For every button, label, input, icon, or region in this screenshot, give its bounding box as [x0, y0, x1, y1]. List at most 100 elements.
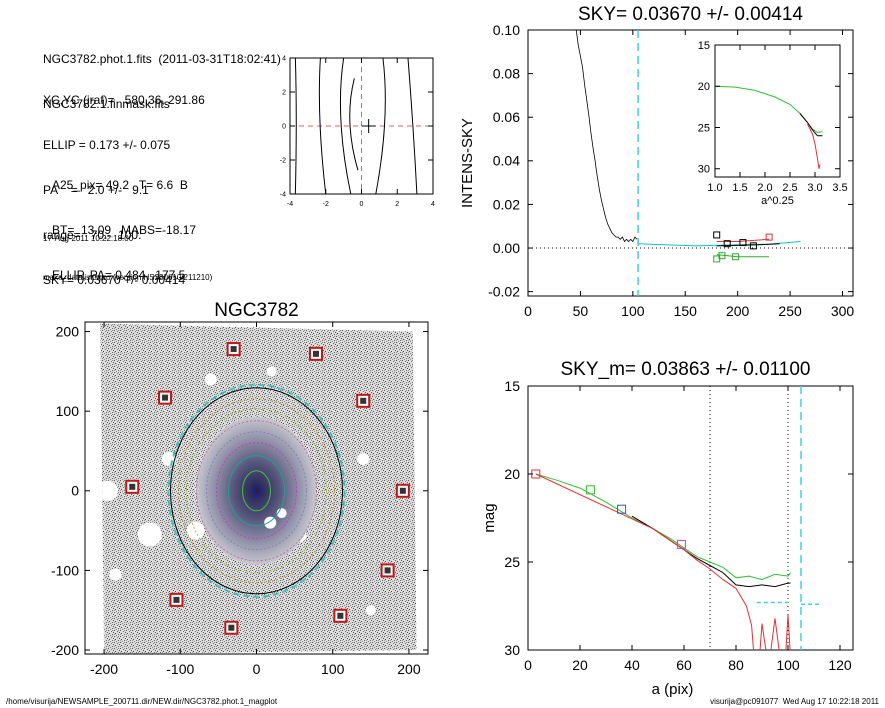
isophote-ellipse	[170, 387, 343, 595]
profile-xtick-label: 100	[621, 303, 645, 319]
profile-title: SKY= 0.03670 +/- 0.00414	[578, 4, 803, 25]
star-core	[162, 394, 169, 401]
mag-xtick-label: 40	[624, 657, 640, 673]
inset-xtick-label: 2.5	[782, 182, 797, 194]
inset-series-line	[714, 85, 823, 134]
inset-ytick-label: 25	[698, 122, 710, 134]
profile-xtick-label: 50	[573, 303, 589, 319]
image-xtick-label: 200	[397, 661, 421, 677]
inset-xlabel: a^0.25	[761, 195, 794, 207]
isophote-ellipse	[242, 470, 271, 512]
inset-ytick-label: 15	[698, 40, 710, 52]
image-xtick-label: 0	[253, 661, 261, 677]
masked-region	[357, 452, 370, 465]
masked-region	[100, 480, 118, 501]
image-ytick-label: 100	[56, 403, 80, 419]
inset-ytick-label: 20	[698, 81, 710, 93]
range-text: range= 70.- 100.	[43, 228, 142, 242]
date-text: 17-Aug-2011 10:22:18.00	[43, 234, 134, 243]
star-core	[228, 624, 235, 631]
sky-marker	[713, 231, 721, 239]
inset-plot-frame	[714, 44, 841, 178]
sky-series-line	[716, 243, 780, 247]
profile-xtick-label: 200	[726, 303, 750, 319]
inset-xtick-label: 3.0	[807, 182, 822, 194]
star-core	[173, 596, 180, 603]
isophote-ellipse	[206, 431, 307, 551]
mag-marker	[676, 539, 686, 549]
star-core	[360, 397, 367, 404]
mag-series-line	[535, 473, 792, 581]
isophote-ellipse	[186, 408, 327, 574]
masked-region	[365, 605, 376, 616]
profile-xtick-label: 0	[524, 303, 532, 319]
galaxy-body	[196, 416, 317, 565]
program-text: make_datalist0.pro (version HS230610/211…	[43, 273, 213, 282]
file-name: NGC3782.phot.1.fits (2011-03-31T18:02:41…	[43, 52, 281, 66]
mag-ytick-label: 25	[504, 554, 520, 570]
masked-region	[109, 568, 122, 581]
star-core	[399, 487, 406, 494]
mag-xtick-label: 100	[776, 657, 800, 673]
inset-xtick-label: 1.5	[732, 182, 747, 194]
mag-ylabel: mag	[481, 503, 498, 532]
profile-ytick-label: 0.04	[493, 153, 520, 169]
mag-xtick-label: 20	[572, 657, 588, 673]
sky-text: SKY= 0.03670 +/- 0.00414	[43, 273, 186, 287]
image-ytick-label: 200	[56, 323, 80, 339]
profile-xtick-label: 150	[674, 303, 698, 319]
isophote-ellipse	[216, 442, 297, 540]
sky-marker	[749, 242, 757, 250]
inset-series-line	[799, 113, 823, 137]
image-xtick-label: 100	[321, 661, 345, 677]
masked-region	[266, 366, 277, 377]
contour-xtick-label: 2	[395, 201, 399, 208]
contour-ytick-label: 2	[282, 89, 286, 96]
star-core	[129, 483, 136, 490]
contour-line	[294, 57, 297, 195]
mag-ytick-label: 20	[504, 466, 520, 482]
isophote-ellipse	[196, 420, 317, 562]
inset-xtick-label: 1.0	[707, 182, 722, 194]
info-block-1: NGC3782.phot.1.fits (2011-03-31T18:02:41…	[43, 22, 281, 127]
mag-series-line	[631, 515, 791, 588]
contour-xtick-label: -4	[287, 201, 293, 208]
mag-xtick-label: 0	[524, 657, 532, 673]
sky-marker	[713, 255, 721, 263]
profile-ytick-label: 0.00	[493, 240, 520, 256]
profile-ytick-label: 0.08	[493, 66, 520, 82]
contour-xtick-label: -2	[323, 201, 329, 208]
sky-marker	[739, 239, 747, 247]
contour-line	[407, 57, 418, 195]
mask-file-name: NGC3782.1.finmask.fits	[43, 97, 170, 111]
isophote-ellipse	[228, 455, 285, 527]
profile-xtick-label: 300	[831, 303, 855, 319]
inset-xtick-label: 3.5	[832, 182, 847, 194]
contour-xtick-label: 4	[431, 201, 435, 208]
mag-marker	[585, 485, 595, 495]
star-core	[337, 612, 344, 619]
profile-ylabel: INTENS-SKY	[459, 118, 476, 208]
sky-marker	[732, 253, 740, 261]
contour-ytick-label: -4	[280, 191, 286, 198]
contour-line	[339, 57, 352, 195]
star-core	[312, 350, 319, 357]
isophote-ellipse	[178, 398, 335, 584]
isophote-ellipse	[252, 484, 261, 498]
profile-plot-frame	[527, 29, 854, 297]
image-xtick-label: -200	[90, 661, 118, 677]
contour-xtick-label: 0	[360, 201, 364, 208]
contour-line	[349, 78, 359, 171]
profile-ytick-label: 0.10	[493, 22, 520, 38]
isophote-ellipse	[167, 383, 346, 598]
profile-ytick-label: -0.02	[488, 284, 520, 300]
mag-ytick-label: 30	[504, 642, 520, 658]
star-core	[230, 346, 237, 353]
mag-xtick-label: 80	[728, 657, 744, 673]
masked-region	[204, 373, 217, 386]
image-group	[100, 323, 417, 654]
info-block-3: A25_pix= 49.2 T= 6.6 B BT= 13.09 MABS=-1…	[52, 148, 196, 298]
sky-series-line	[716, 254, 770, 258]
bt-text: BT= 13.09 MABS=-18.17	[52, 223, 197, 237]
